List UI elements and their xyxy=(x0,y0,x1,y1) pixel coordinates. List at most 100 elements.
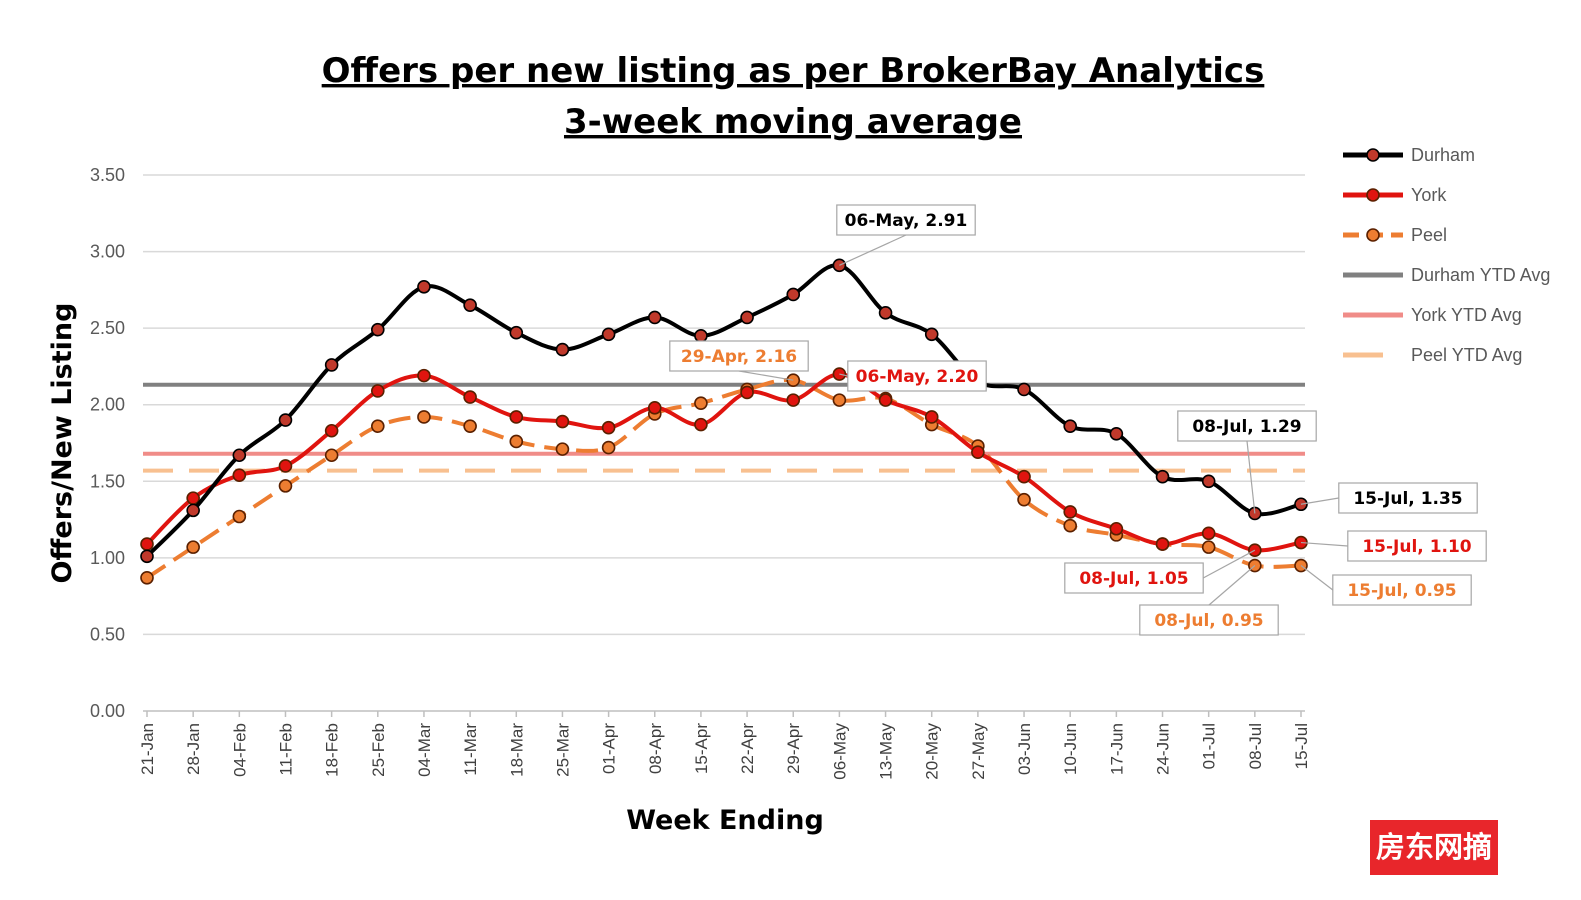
y-tick-label: 3.50 xyxy=(90,165,125,185)
x-tick-label: 11-Feb xyxy=(277,723,296,776)
data-point xyxy=(555,442,570,456)
data-point xyxy=(370,384,385,398)
callout-leader xyxy=(1300,541,1348,547)
data-point xyxy=(601,420,616,435)
legend-label: Durham xyxy=(1411,145,1475,165)
data-point xyxy=(140,570,154,585)
callout-leader xyxy=(1300,565,1334,591)
x-tick-label: 03-Jun xyxy=(1015,723,1034,775)
callout-box xyxy=(1347,530,1487,562)
data-point xyxy=(1109,427,1124,441)
data-point xyxy=(232,448,247,463)
y-tick-label: 3.00 xyxy=(90,242,125,262)
data-point xyxy=(278,413,293,427)
data-point xyxy=(463,390,477,404)
callout-leader xyxy=(1208,565,1256,606)
data-point xyxy=(186,503,200,518)
data-point xyxy=(1017,382,1031,397)
data-point xyxy=(1063,505,1077,519)
callout-label: 08-Jul, 0.95 xyxy=(1154,611,1263,631)
x-tick-label: 24-Jun xyxy=(1154,723,1173,775)
callout: 08-Jul, 1.29 xyxy=(1177,410,1317,514)
data-point xyxy=(324,358,339,372)
data-point xyxy=(924,327,939,342)
data-point xyxy=(694,396,708,410)
x-tick-label: 15-Jul xyxy=(1292,723,1311,769)
data-point xyxy=(278,479,293,493)
data-point xyxy=(186,491,200,505)
data-point xyxy=(417,410,431,424)
y-tick-label: 2.50 xyxy=(90,318,125,338)
legend-item: York xyxy=(1343,185,1447,205)
data-point xyxy=(740,385,754,400)
callout-label: 06-May, 2.91 xyxy=(845,211,968,231)
callout-box xyxy=(1139,604,1279,636)
data-point xyxy=(509,325,524,340)
legend: Durham York Peel Durham YTD Avg York YTD Avg… xyxy=(1343,145,1550,365)
callout-label: 15-Jul, 1.35 xyxy=(1353,489,1462,509)
y-axis-title: Offers/New Listing xyxy=(47,303,78,584)
legend-marker xyxy=(1366,188,1380,202)
callout-box xyxy=(836,204,976,236)
legend-item: Durham xyxy=(1343,145,1475,165)
watermark-logo: 房东网摘 xyxy=(1370,820,1498,875)
x-tick-label: 28-Jan xyxy=(184,723,203,775)
data-point xyxy=(509,434,524,449)
x-tick-label: 08-Apr xyxy=(646,723,665,774)
data-point xyxy=(786,393,801,407)
callout-box xyxy=(1332,574,1472,606)
callout: 06-May, 2.91 xyxy=(836,204,976,266)
callout-box xyxy=(1338,482,1478,514)
x-tick-label: 18-Mar xyxy=(507,723,526,777)
x-axis: 21-Jan 28-Jan 04-Feb 11-Feb 18-Feb 25-Feb 04-M… xyxy=(138,711,1311,780)
callout: 08-Jul, 1.05 xyxy=(1064,549,1256,594)
chart-title: Offers per new listing as per BrokerBay … xyxy=(322,51,1265,91)
x-tick-label: 27-May xyxy=(969,723,988,780)
callout: 08-Jul, 0.95 xyxy=(1139,565,1279,636)
data-point xyxy=(370,322,385,337)
data-point xyxy=(370,419,385,433)
callout: 06-May, 2.20 xyxy=(839,360,987,392)
callout-leader xyxy=(738,370,794,381)
data-point xyxy=(1201,474,1216,489)
y-tick-label: 0.00 xyxy=(90,701,125,721)
y-axis-ticks: 0.00 0.50 1.00 1.50 2.00 2.50 3.00 3.50 xyxy=(90,165,125,721)
data-point xyxy=(878,393,893,407)
callout-leader xyxy=(839,234,907,266)
x-tick-label: 21-Jan xyxy=(138,723,157,775)
x-tick-label: 22-Apr xyxy=(738,723,757,774)
data-point xyxy=(647,400,662,415)
callout-box xyxy=(847,360,987,392)
legend-item: Peel YTD Avg xyxy=(1343,345,1522,365)
x-tick-label: 20-May xyxy=(923,723,942,780)
series-peel xyxy=(140,373,1308,585)
legend-item: Durham YTD Avg xyxy=(1343,265,1550,285)
data-point xyxy=(924,410,939,424)
legend-item: York YTD Avg xyxy=(1343,305,1522,325)
legend-label: York YTD Avg xyxy=(1411,305,1522,325)
x-tick-label: 25-Feb xyxy=(369,723,388,777)
chart-subtitle: 3-week moving average xyxy=(564,102,1022,142)
x-tick-label: 18-Feb xyxy=(323,723,342,777)
callout-label: 08-Jul, 1.05 xyxy=(1079,569,1188,589)
callout-label: 15-Jul, 1.10 xyxy=(1362,537,1471,557)
legend-label: Durham YTD Avg xyxy=(1411,265,1550,285)
data-point xyxy=(417,279,431,294)
x-tick-label: 13-May xyxy=(877,723,896,780)
legend-label: Peel xyxy=(1411,225,1447,245)
callout-leader xyxy=(1300,497,1339,505)
data-point xyxy=(278,459,293,473)
data-point xyxy=(186,540,200,554)
series-durham xyxy=(140,258,1308,564)
callout: 15-Jul, 1.35 xyxy=(1300,482,1478,514)
data-point xyxy=(1109,521,1124,536)
callout-label: 29-Apr, 2.16 xyxy=(681,347,797,367)
callout-label: 15-Jul, 0.95 xyxy=(1347,581,1456,601)
x-tick-label: 10-Jun xyxy=(1061,723,1080,775)
callout-box xyxy=(669,340,809,372)
data-point xyxy=(555,342,570,357)
callout-box xyxy=(1177,410,1317,442)
data-point xyxy=(463,419,477,433)
data-point xyxy=(1155,537,1170,551)
x-tick-label: 17-Jun xyxy=(1107,723,1126,775)
